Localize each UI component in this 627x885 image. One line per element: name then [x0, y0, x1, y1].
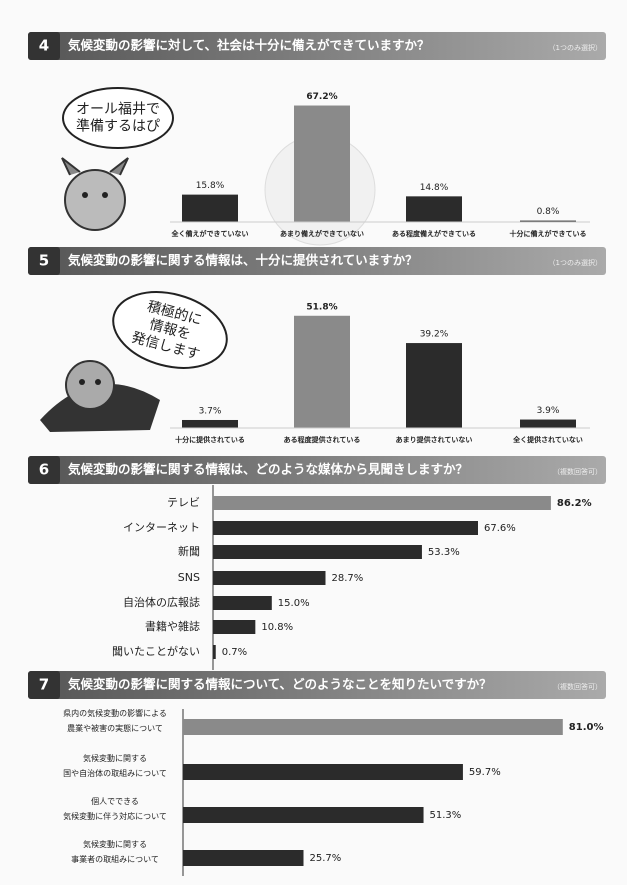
- category-label: 十分に提供されている: [175, 435, 245, 444]
- category-label: 農業や被害の実態について: [67, 723, 163, 733]
- bar: [213, 571, 326, 585]
- page: 4 気候変動の影響に対して、社会は十分に備えができていますか？ （1つのみ選択） オー…: [0, 0, 627, 885]
- bar: [294, 106, 350, 222]
- bubble-text: 準備するはぴ: [76, 119, 160, 135]
- header-title: 気候変動の影響に関する情報について、どのようなことを知りたいですか？: [68, 677, 492, 692]
- value-label: 0.8%: [537, 207, 560, 217]
- category-label: 書籍や雑誌: [145, 619, 200, 633]
- bar: [213, 496, 551, 510]
- category-label: あまり備えができていない: [280, 229, 364, 238]
- header-title: 気候変動の影響に関する情報は、どのような媒体から見聞きしますか？: [68, 462, 468, 477]
- bar: [182, 195, 238, 222]
- value-label: 14.8%: [420, 183, 449, 193]
- category-label: 全く提供されていない: [512, 435, 583, 444]
- value-label: 67.2%: [306, 92, 337, 102]
- bar: [406, 196, 462, 222]
- bar: [183, 850, 304, 866]
- category-label: インターネット: [123, 521, 200, 534]
- bar: [213, 620, 255, 634]
- category-label: 気候変動に関する: [83, 839, 147, 849]
- header-number: 4: [39, 37, 49, 55]
- category-label: 国や自治体の取組みについて: [63, 768, 167, 778]
- category-label: 気候変動に関する: [83, 753, 147, 763]
- category-label: 個人でできる: [91, 796, 139, 806]
- value-label: 3.7%: [199, 406, 222, 416]
- value-label: 51.3%: [430, 810, 462, 821]
- header-title: 気候変動の影響に関する情報は、十分に提供されていますか？: [68, 253, 418, 268]
- category-label: SNS: [178, 571, 200, 584]
- bar: [183, 807, 424, 823]
- bar: [213, 596, 272, 610]
- value-label: 51.8%: [306, 302, 337, 312]
- category-label: 県内の気候変動の影響による: [63, 708, 167, 718]
- category-label: 聞いたことがない: [112, 644, 200, 658]
- bar: [294, 316, 350, 428]
- value-label: 15.0%: [278, 598, 310, 609]
- category-label: 十分に備えができている: [510, 229, 587, 238]
- header-number: 6: [39, 461, 49, 479]
- category-label: 自治体の広報誌: [123, 595, 200, 609]
- category-label: 新聞: [178, 544, 200, 558]
- value-label: 53.3%: [428, 547, 460, 558]
- category-label: ある程度提供されている: [284, 435, 361, 444]
- category-label: ある程度備えができている: [392, 229, 476, 238]
- bar: [213, 545, 422, 559]
- value-label: 86.2%: [557, 498, 592, 509]
- header-title: 気候変動の影響に対して、社会は十分に備えができていますか？: [68, 38, 430, 53]
- value-label: 81.0%: [569, 722, 604, 733]
- header-note: （複数回答可）: [553, 682, 602, 691]
- value-label: 15.8%: [196, 181, 225, 191]
- bar: [520, 420, 576, 428]
- value-label: 59.7%: [469, 767, 501, 778]
- bar: [406, 343, 462, 428]
- value-label: 28.7%: [332, 573, 364, 584]
- category-label: あまり提供されていない: [396, 435, 473, 444]
- category-label: 気候変動に伴う対応について: [63, 811, 167, 821]
- header-number: 5: [39, 252, 49, 270]
- header-note: （複数回答可）: [553, 467, 602, 476]
- value-label: 0.7%: [222, 647, 247, 658]
- bar: [182, 420, 238, 428]
- category-label: 全く備えができていない: [171, 229, 249, 238]
- header-note: （1つのみ選択）: [549, 43, 602, 52]
- header-number: 7: [39, 676, 49, 694]
- header-note: （1つのみ選択）: [549, 258, 602, 267]
- category-label: 事業者の取組みについて: [71, 854, 159, 864]
- bar: [213, 521, 478, 535]
- value-label: 3.9%: [537, 406, 560, 416]
- bar: [183, 764, 463, 780]
- category-label: テレビ: [167, 496, 200, 509]
- value-label: 67.6%: [484, 523, 516, 534]
- value-label: 10.8%: [261, 622, 293, 633]
- bar: [213, 645, 216, 659]
- bar: [183, 719, 563, 735]
- value-label: 39.2%: [420, 330, 449, 340]
- bubble-text: オール福井で: [76, 102, 160, 118]
- value-label: 25.7%: [310, 853, 342, 864]
